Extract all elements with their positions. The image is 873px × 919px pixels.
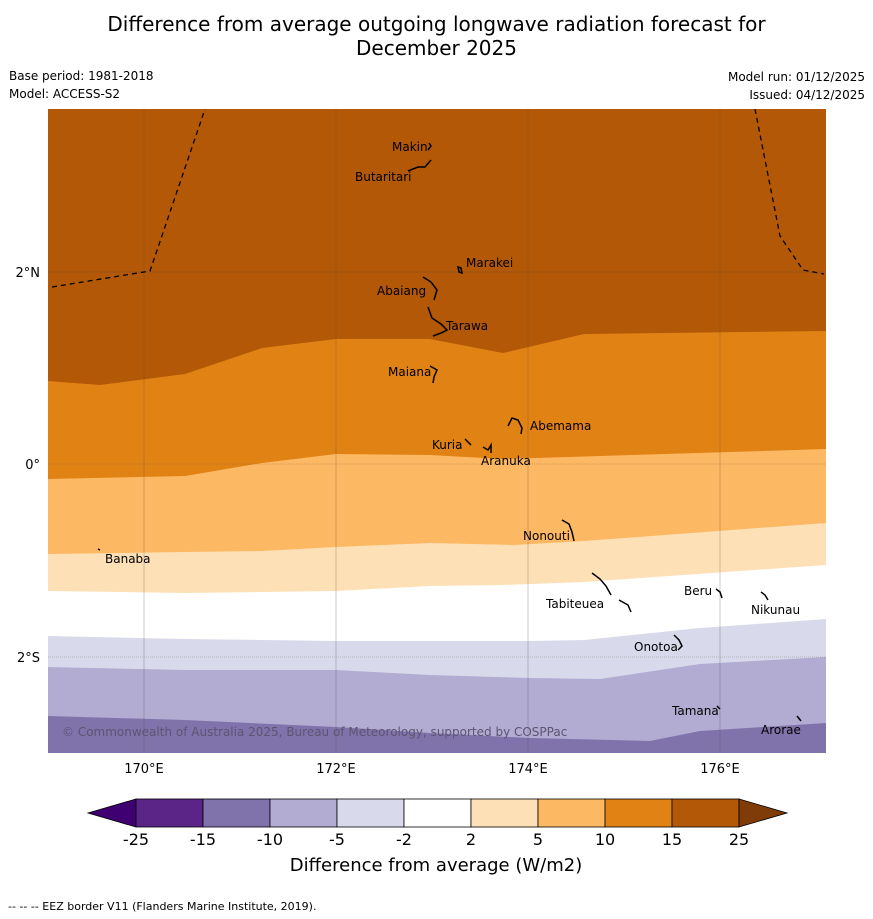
colorbar-box-7 [537, 798, 606, 828]
tick-minus-10: -10 [257, 830, 283, 849]
latitude-labels: 2°N 0° 2°S [16, 266, 41, 666]
abaiang-island [422, 276, 438, 301]
label-beru: Beru [684, 584, 712, 598]
map-area: Makin Butaritari Marakei Abaiang Tarawa … [48, 109, 826, 753]
label-marakei: Marakei [466, 256, 513, 270]
colorbar-box-5 [403, 798, 472, 828]
label-nikunau: Nikunau [751, 603, 800, 617]
label-arorae: Arorae [761, 723, 801, 737]
abemama-island [507, 417, 523, 435]
colorbar [86, 798, 789, 828]
graticule [48, 109, 826, 753]
label-abemama: Abemama [530, 419, 591, 433]
colorbar-ticks: -25 -15 -10 -5 -2 2 5 10 15 25 [123, 830, 749, 849]
issued-date: Issued: 04/12/2025 [749, 88, 865, 102]
tick-minus-25: -25 [123, 830, 149, 849]
colorbar-label: Difference from average (W/m2) [290, 855, 582, 876]
colorbar-extend-high [738, 798, 789, 828]
nonouti-island [561, 519, 575, 542]
beru-island [715, 588, 723, 599]
colorbar-box-9 [671, 798, 740, 828]
band-minus-10-15 [48, 716, 826, 753]
onotoa-island [673, 634, 683, 651]
colorbar-extend-low [86, 798, 137, 828]
lat-label-equator: 0° [25, 458, 40, 473]
colorbar-box-1 [135, 798, 204, 828]
tick-minus-15: -15 [190, 830, 216, 849]
label-tamana: Tamana [671, 704, 719, 718]
tick-10: 10 [595, 830, 615, 849]
copyright-notice: © Commonwealth of Australia 2025, Bureau… [62, 725, 567, 739]
colorbar-box-8 [604, 798, 673, 828]
lat-label-2n: 2°N [16, 266, 41, 281]
longitude-labels: 170°E 172°E 174°E 176°E [124, 762, 740, 777]
label-maiana: Maiana [388, 365, 431, 379]
colorbar-box-4 [336, 798, 405, 828]
tick-2: 2 [466, 830, 476, 849]
tick-minus-5: -5 [329, 830, 345, 849]
islands [97, 142, 802, 722]
place-labels: Makin Butaritari Marakei Abaiang Tarawa … [105, 140, 801, 737]
tamana-island [716, 705, 721, 710]
marakei-island [457, 265, 463, 275]
model-name: Model: ACCESS-S2 [9, 87, 121, 101]
tick-25: 25 [729, 830, 749, 849]
tick-5: 5 [533, 830, 543, 849]
lat-label-2s: 2°S [17, 651, 40, 666]
aranuka-island [482, 442, 492, 453]
maiana-island [429, 365, 438, 384]
model-run: Model run: 01/12/2025 [727, 70, 865, 84]
tabiteuea-island [591, 572, 632, 613]
makin-island [427, 142, 432, 151]
colorbar-box-2 [202, 798, 271, 828]
lon-label-174e: 174°E [508, 762, 548, 777]
title-line-2: December 2025 [356, 36, 517, 60]
colorbar-box-6 [470, 798, 539, 828]
banaba-island [97, 548, 101, 551]
label-butaritari: Butaritari [355, 170, 412, 184]
tick-15: 15 [662, 830, 682, 849]
lon-label-172e: 172°E [316, 762, 356, 777]
label-nonouti: Nonouti [523, 529, 570, 543]
label-abaiang: Abaiang [377, 284, 426, 298]
tick-minus-2: -2 [396, 830, 412, 849]
lon-label-176e: 176°E [700, 762, 740, 777]
label-banaba: Banaba [105, 552, 151, 566]
nikunau-island [760, 591, 769, 601]
colorbar-box-3 [269, 798, 338, 828]
eez-border [51, 109, 825, 288]
label-kuria: Kuria [432, 438, 463, 452]
title-line-1: Difference from average outgoing longwav… [107, 12, 766, 36]
label-onotoa: Onotoa [634, 640, 678, 654]
label-aranuka: Aranuka [481, 454, 531, 468]
label-makin: Makin [392, 140, 428, 154]
label-tabiteuea: Tabiteuea [545, 597, 604, 611]
base-period: Base period: 1981-2018 [9, 69, 154, 83]
eez-footnote: -- -- -- EEZ border V11 (Flanders Marine… [8, 900, 317, 913]
kuria-island [464, 438, 472, 446]
butaritari-island [407, 159, 432, 172]
arorae-island [796, 715, 802, 722]
lon-label-170e: 170°E [124, 762, 164, 777]
tarawa-island [427, 306, 449, 337]
label-tarawa: Tarawa [445, 319, 488, 333]
chart-title: Difference from average outgoing longwav… [0, 12, 873, 60]
